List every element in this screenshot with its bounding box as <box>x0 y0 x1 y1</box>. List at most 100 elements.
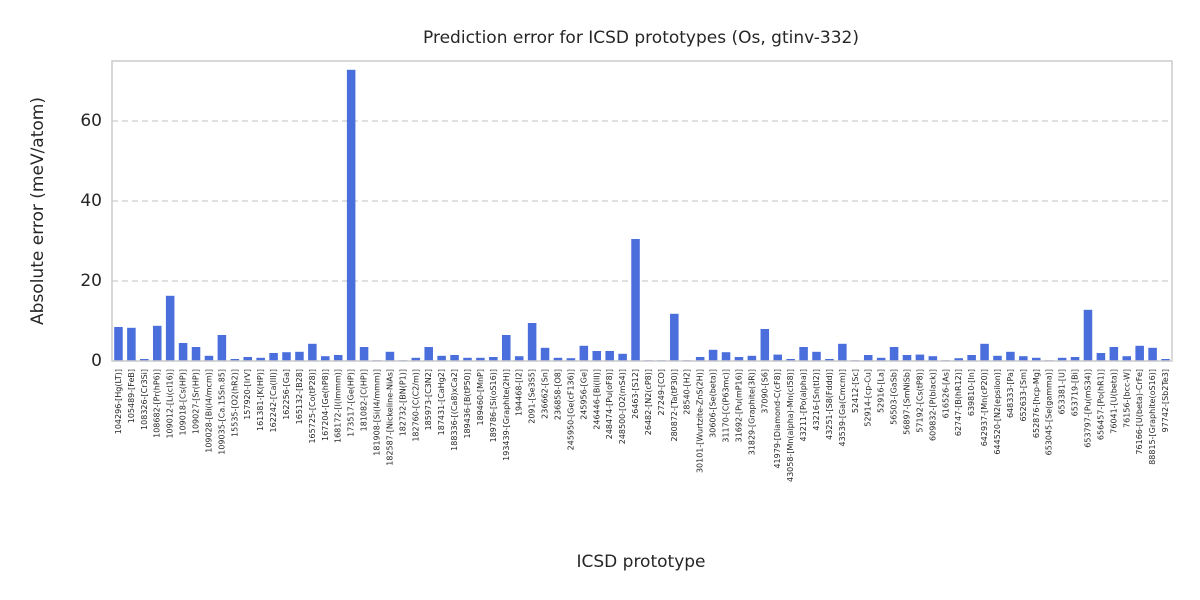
bar <box>734 357 744 361</box>
x-tick-label: 57192-[Cs(tP8)] <box>915 369 924 433</box>
bar <box>243 357 252 361</box>
bar <box>695 357 705 361</box>
bar <box>282 352 291 361</box>
x-tick-label: 109012-[Li(cI16)] <box>166 369 175 439</box>
bar <box>760 329 770 361</box>
bar <box>928 356 938 361</box>
x-tick-label: 616526-[As] <box>941 369 950 418</box>
bar <box>140 359 149 361</box>
bar <box>1032 357 1041 361</box>
x-tick-label: 27249-[CO] <box>657 369 666 415</box>
bar <box>152 325 162 361</box>
bar <box>1019 356 1028 361</box>
x-tick-label: 609832-[P(black)] <box>928 369 937 441</box>
y-tick-label: 40 <box>80 191 102 211</box>
bar <box>178 343 188 361</box>
x-tick-label: 245956-[Ge] <box>579 369 588 420</box>
x-tick-label: 644520-[N2(epsilon)] <box>993 369 1002 455</box>
x-tick-label: 109018-[Cs(HP)] <box>179 369 188 436</box>
x-tick-label: 165725-[Co(tP28)] <box>308 369 317 444</box>
x-tick-label: 26482-[N2(cP8)] <box>644 369 653 435</box>
x-tick-label: 167204-[Ge(hP8)] <box>321 369 330 441</box>
x-tick-label: 2091-[Se3S5] <box>528 369 537 424</box>
x-tick-label: 642937-[Mn(cP20)] <box>980 369 989 446</box>
x-tick-label: 182760-[C(C2/m)] <box>411 369 420 442</box>
x-tick-label: 246446-[Bi(III)] <box>592 369 601 430</box>
bar <box>1096 353 1106 361</box>
bar <box>747 355 757 361</box>
bar <box>592 351 602 361</box>
bar <box>708 349 718 361</box>
x-tick-label: 105489-[FeB] <box>127 369 136 423</box>
bar <box>902 355 912 361</box>
x-tick-label: 41979-[Diamond-C(cF8)] <box>773 369 782 469</box>
bar <box>1006 351 1015 361</box>
x-tick-label: 194468-[I2] <box>515 369 524 416</box>
bar <box>411 357 421 361</box>
bar <box>1083 309 1093 361</box>
bars <box>114 69 1170 362</box>
bar <box>165 295 175 361</box>
bar <box>1122 356 1132 361</box>
y-tick-label: 60 <box>80 111 102 131</box>
x-tick-label: 26463-[S12] <box>631 369 640 419</box>
bar <box>476 357 485 361</box>
x-tick-label: 52412-[Sc] <box>851 369 860 413</box>
bar <box>333 355 343 361</box>
bar <box>346 69 356 362</box>
x-tick-label: 52916-[La] <box>877 369 886 413</box>
bar <box>773 354 782 361</box>
x-tick-label: 37090-[S6] <box>760 369 769 414</box>
x-tick-label: 88815-[Graphite(oS16)] <box>1148 369 1157 465</box>
x-tick-label: 653381-[U] <box>1058 369 1067 415</box>
x-tick-label: 161381-[K(HP)] <box>256 369 265 431</box>
bar <box>514 356 524 361</box>
y-tick-label: 0 <box>91 351 102 371</box>
bar <box>463 357 472 361</box>
x-tick-label: 185973-[C3N2] <box>424 369 433 430</box>
y-tick-label: 20 <box>80 271 102 291</box>
y-axis-label: Absolute error (meV/atom) <box>28 97 48 325</box>
bar <box>321 356 330 361</box>
x-tick-label: 236662-[Sn] <box>541 369 550 419</box>
x-tick-label: 76156-[bcc-W] <box>1122 369 1131 428</box>
bar <box>838 343 847 361</box>
chart-title: Prediction error for ICSD prototypes (Os… <box>423 28 859 48</box>
bar <box>385 351 395 361</box>
x-tick-label: 189460-[MnP] <box>476 369 485 425</box>
bar <box>1070 357 1080 361</box>
x-tick-label: 182732-[BN(P1)] <box>398 369 407 436</box>
x-tick-label: 30606-[Se(beta)] <box>709 369 718 438</box>
x-tick-label: 108326-[Cr3Si] <box>140 369 149 430</box>
x-tick-label: 43211-[Po(alpha)] <box>799 369 808 441</box>
x-tick-label: 248474-[Pu(oF8)] <box>605 369 614 439</box>
x-tick-label: 109035-[Ca.15Sn.85] <box>217 369 226 455</box>
bar <box>1148 347 1157 361</box>
bar <box>915 354 925 361</box>
bar <box>721 352 731 361</box>
x-tick-label: 31692-[Pu(mP16)] <box>734 369 743 442</box>
bar <box>553 357 563 361</box>
bar <box>1109 347 1119 361</box>
bar <box>980 343 989 361</box>
x-tick-label: 165132-[B28] <box>295 369 304 424</box>
bar <box>618 353 627 361</box>
bar <box>670 313 679 361</box>
bar <box>256 357 265 361</box>
bar <box>876 357 886 361</box>
bar <box>631 239 640 361</box>
bar <box>230 359 240 361</box>
bar <box>437 355 446 361</box>
x-tick-label: 652876-[hcp-Mg] <box>1032 369 1041 438</box>
x-tick-label: 181082-[C(HP)] <box>360 369 369 431</box>
bar <box>295 351 304 361</box>
bar <box>1135 345 1144 361</box>
x-tick-label: 162242-[Ca(III)] <box>269 369 278 432</box>
x-tick-label: 31829-[Graphite(3R)] <box>747 369 756 455</box>
x-tick-label: 43539-[Ga(Cmcm)] <box>838 369 847 447</box>
x-tick-label: 43058-[Mn(alpha)-Mn(cI58)] <box>786 369 795 482</box>
x-tick-label: 189436-[B(tP50)] <box>463 369 472 439</box>
bar <box>605 351 614 361</box>
x-tick-label: 76041-[U(beta)] <box>1109 369 1118 434</box>
bar <box>954 358 963 361</box>
